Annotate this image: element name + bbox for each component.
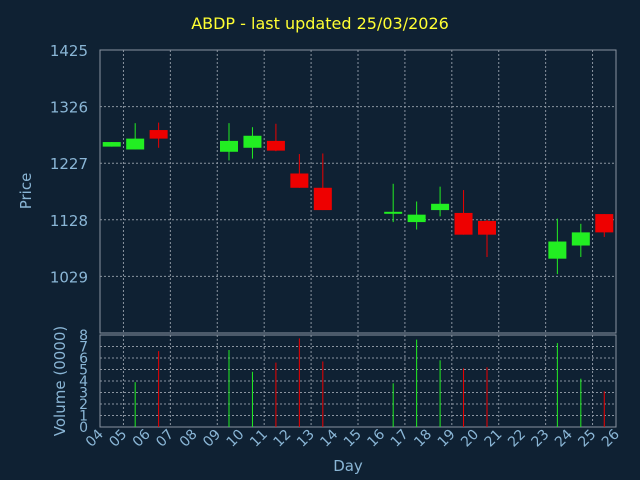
x-tick-label: 21 [482, 427, 506, 451]
volume-tick-label: 7 [79, 340, 88, 356]
price-tick-label: 1029 [50, 268, 88, 286]
candle-body [266, 140, 285, 151]
price-tick-label: 1326 [50, 99, 88, 117]
volume-tick-label: 6 [79, 351, 88, 367]
candle-body [313, 187, 332, 211]
x-tick-label: 18 [411, 427, 435, 451]
volume-tick-label: 3 [79, 386, 88, 402]
x-tick-label: 24 [552, 426, 576, 450]
x-tick-label: 26 [599, 426, 623, 450]
x-tick-label: 14 [317, 426, 341, 450]
x-tick-label: 05 [106, 427, 130, 451]
chart-title: ABDP - last updated 25/03/2026 [191, 14, 449, 33]
candle-body [126, 138, 145, 150]
x-tick-label: 16 [364, 426, 388, 450]
volume-tick-label: 0 [79, 420, 88, 436]
x-tick-label: 15 [341, 427, 365, 451]
x-tick-label: 12 [271, 427, 295, 451]
candle-body [290, 173, 309, 188]
candle-body [220, 140, 238, 152]
x-tick-label: 23 [529, 427, 553, 451]
candle-body [102, 142, 121, 147]
x-tick-label: 22 [505, 427, 529, 451]
x-tick-label: 25 [575, 427, 599, 451]
x-tick-label: 11 [247, 427, 271, 451]
volume-tick-label: 8 [79, 328, 88, 344]
x-tick-label: 08 [177, 427, 201, 451]
x-axis-label: Day [333, 457, 363, 475]
x-tick-label: 17 [388, 427, 412, 451]
x-tick-label: 20 [458, 427, 482, 451]
candle-body [384, 211, 403, 214]
candle-body [548, 241, 567, 259]
volume-tick-label: 4 [79, 374, 88, 390]
candle-body [571, 232, 590, 246]
candle-body [431, 203, 450, 211]
candle-body [595, 214, 614, 233]
price-tick-label: 1227 [50, 155, 88, 173]
volume-tick-label: 5 [79, 363, 88, 379]
candle-body [149, 130, 168, 139]
x-tick-label: 10 [224, 427, 248, 451]
x-tick-label: 07 [153, 427, 177, 451]
volume-tick-label: 2 [79, 397, 88, 413]
price-tick-label: 1128 [50, 212, 88, 230]
x-tick-label: 19 [435, 427, 459, 451]
x-tick-label: 06 [130, 426, 154, 450]
price-tick-label: 1425 [50, 42, 88, 60]
x-tick-label: 13 [294, 427, 318, 451]
candle-body [243, 135, 262, 148]
candle-body [407, 214, 426, 223]
x-tick-label: 09 [200, 427, 224, 451]
candle-body [478, 220, 496, 235]
volume-tick-label: 1 [79, 409, 88, 425]
candle-body [454, 212, 473, 235]
